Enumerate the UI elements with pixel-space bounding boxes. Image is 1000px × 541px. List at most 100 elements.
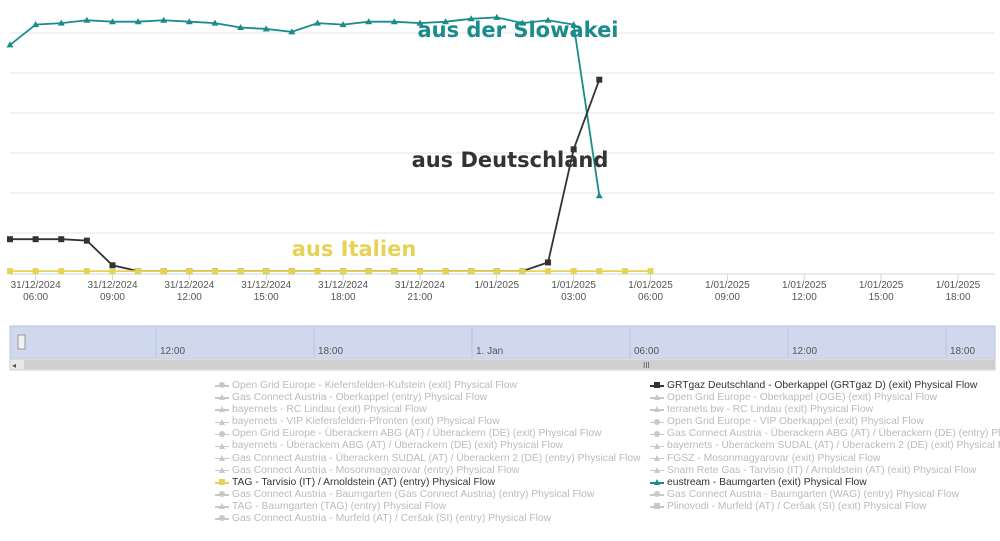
line-chart: 31/12/202406:0031/12/202409:0031/12/2024… bbox=[6, 13, 996, 371]
legend-symbol-icon bbox=[215, 404, 229, 414]
data-point bbox=[58, 268, 65, 275]
annotation-deutschland: aus Deutschland bbox=[412, 148, 609, 172]
legend-item[interactable]: Open Grid Europe - Überackern ABG (AT) /… bbox=[215, 428, 641, 440]
data-point bbox=[58, 236, 65, 243]
legend-item[interactable]: TAG - Baumgarten (TAG) (entry) Physical … bbox=[215, 501, 641, 513]
legend-symbol-icon bbox=[215, 417, 229, 427]
data-point bbox=[416, 19, 424, 26]
legend-item[interactable]: Open Grid Europe - Oberkappel (OGE) (exi… bbox=[650, 392, 1000, 404]
navigator-handle[interactable] bbox=[17, 334, 26, 350]
annotation-italien: aus Italien bbox=[292, 237, 417, 261]
data-point bbox=[570, 146, 577, 153]
data-point bbox=[468, 268, 475, 275]
legend-symbol-icon bbox=[215, 429, 229, 439]
legend-symbol-icon bbox=[650, 453, 664, 463]
x-tick-label: 06:00 bbox=[638, 292, 663, 303]
data-point bbox=[545, 259, 552, 266]
legend-symbol-icon bbox=[215, 392, 229, 402]
legend-label: Open Grid Europe - VIP Oberkappel (exit)… bbox=[667, 416, 924, 428]
legend-label: terranets bw - RC Lindau (exit) Physical… bbox=[667, 404, 874, 416]
data-point bbox=[570, 21, 578, 28]
data-point bbox=[340, 268, 347, 275]
legend-item[interactable]: bayernets - Überackern SUDAL (AT) / Über… bbox=[650, 440, 1000, 452]
legend-item[interactable]: Gas Connect Austria - Überackern ABG (AT… bbox=[650, 428, 1000, 440]
legend-label: Gas Connect Austria - Baumgarten (WAG) (… bbox=[667, 488, 960, 500]
data-point bbox=[211, 19, 219, 26]
navigator-tick-label: 12:00 bbox=[792, 346, 817, 357]
legend-item[interactable]: GRTgaz Deutschland - Oberkappel (GRTgaz … bbox=[650, 380, 1000, 392]
legend-item[interactable]: bayernets - RC Lindau (exit) Physical Fl… bbox=[215, 404, 641, 416]
legend-label: Open Grid Europe - Kiefersfelden-Kufstei… bbox=[232, 380, 517, 391]
legend-label: bayernets - Überackern SUDAL (AT) / Über… bbox=[667, 440, 1000, 452]
legend-symbol-icon bbox=[215, 513, 229, 523]
legend-item[interactable]: eustream - Baumgarten (exit) Physical Fl… bbox=[650, 477, 1000, 489]
legend-symbol-icon bbox=[215, 477, 229, 487]
legend-label: TAG - Tarvisio (IT) / Arnoldstein (AT) (… bbox=[232, 476, 496, 488]
data-point bbox=[57, 19, 65, 26]
data-point bbox=[596, 76, 603, 83]
legend-label: Gas Connect Austria - Überackern SUDAL (… bbox=[232, 452, 641, 464]
data-point bbox=[83, 237, 90, 244]
legend: Open Grid Europe - Kiefersfelden-Kufstei… bbox=[0, 380, 1000, 540]
legend-item[interactable]: bayernets - VIP Kiefersfelden-Pfronten (… bbox=[215, 416, 641, 428]
x-tick-label: 03:00 bbox=[561, 292, 586, 303]
legend-label: eustream - Baumgarten (exit) Physical Fl… bbox=[667, 476, 867, 488]
legend-label: Open Grid Europe - Überackern ABG (AT) /… bbox=[232, 428, 602, 440]
x-tick-label: 31/12/2024 bbox=[318, 280, 368, 291]
data-point bbox=[6, 41, 14, 48]
x-tick-label: 09:00 bbox=[100, 292, 125, 303]
data-point bbox=[83, 16, 91, 23]
navigator-tick-label: 1. Jan bbox=[476, 346, 503, 357]
data-point bbox=[519, 268, 526, 275]
data-point bbox=[7, 236, 13, 243]
legend-item[interactable]: Gas Connect Austria - Mosonmagyarovar (e… bbox=[215, 465, 641, 477]
x-tick-label: 06:00 bbox=[23, 292, 48, 303]
data-point bbox=[32, 268, 39, 275]
data-point bbox=[83, 268, 90, 275]
legend-item[interactable]: Gas Connect Austria - Baumgarten (Gas Co… bbox=[215, 489, 641, 501]
data-point bbox=[544, 16, 552, 23]
legend-item[interactable]: terranets bw - RC Lindau (exit) Physical… bbox=[650, 404, 1000, 416]
legend-item[interactable]: Snam Rete Gas - Tarvisio (IT) / Arnoldst… bbox=[650, 465, 1000, 477]
scrollbar-grip-icon: III bbox=[643, 361, 650, 370]
legend-item[interactable]: Gas Connect Austria - Oberkappel (entry)… bbox=[215, 392, 641, 404]
data-point bbox=[365, 268, 372, 275]
data-point bbox=[134, 18, 142, 25]
legend-symbol-icon bbox=[650, 441, 664, 451]
data-point bbox=[647, 268, 654, 275]
legend-symbol-icon bbox=[215, 501, 229, 511]
navigator-band[interactable] bbox=[9, 325, 996, 360]
data-point bbox=[545, 268, 552, 275]
legend-item[interactable]: Open Grid Europe - VIP Oberkappel (exit)… bbox=[650, 416, 1000, 428]
data-point bbox=[160, 268, 167, 275]
legend-column-right: GRTgaz Deutschland - Oberkappel (GRTgaz … bbox=[650, 380, 1000, 513]
data-point bbox=[237, 24, 245, 30]
scroll-left-arrow-icon[interactable]: ◂ bbox=[12, 361, 16, 370]
data-point bbox=[467, 15, 475, 22]
legend-item[interactable]: Gas Connect Austria - Murfeld (AT) / Cer… bbox=[215, 513, 641, 525]
x-tick-label: 1/01/2025 bbox=[475, 280, 520, 291]
x-tick-label: 18:00 bbox=[331, 292, 356, 303]
x-tick-label: 1/01/2025 bbox=[705, 280, 750, 291]
x-tick-label: 31/12/2024 bbox=[87, 280, 137, 291]
data-point bbox=[32, 236, 39, 243]
legend-item[interactable]: Plinovodi - Murfeld (AT) / Ceršak (SI) (… bbox=[650, 501, 1000, 513]
x-tick-label: 31/12/2024 bbox=[241, 280, 291, 291]
legend-item[interactable]: Gas Connect Austria - Überackern SUDAL (… bbox=[215, 453, 641, 465]
scrollbar-thumb[interactable] bbox=[24, 360, 995, 369]
legend-item[interactable]: FGSZ - Mosonmagyarovar (exit) Physical F… bbox=[650, 453, 1000, 465]
x-tick-label: 1/01/2025 bbox=[551, 280, 596, 291]
x-tick-label: 31/12/2024 bbox=[164, 280, 214, 291]
legend-item[interactable]: bayernets - Überackern ABG (AT) / Überac… bbox=[215, 440, 641, 452]
data-point bbox=[596, 268, 603, 275]
data-point bbox=[186, 268, 193, 275]
legend-item[interactable]: Open Grid Europe - Kiefersfelden-Kufstei… bbox=[215, 380, 641, 392]
legend-item[interactable]: Gas Connect Austria - Baumgarten (WAG) (… bbox=[650, 489, 1000, 501]
x-tick-label: 31/12/2024 bbox=[11, 280, 61, 291]
legend-item[interactable]: TAG - Tarvisio (IT) / Arnoldstein (AT) (… bbox=[215, 477, 641, 489]
series-layer bbox=[6, 13, 654, 275]
data-point bbox=[416, 268, 423, 275]
legend-label: Gas Connect Austria - Überackern ABG (AT… bbox=[667, 428, 1000, 440]
data-point bbox=[314, 268, 321, 275]
legend-symbol-icon bbox=[215, 465, 229, 475]
